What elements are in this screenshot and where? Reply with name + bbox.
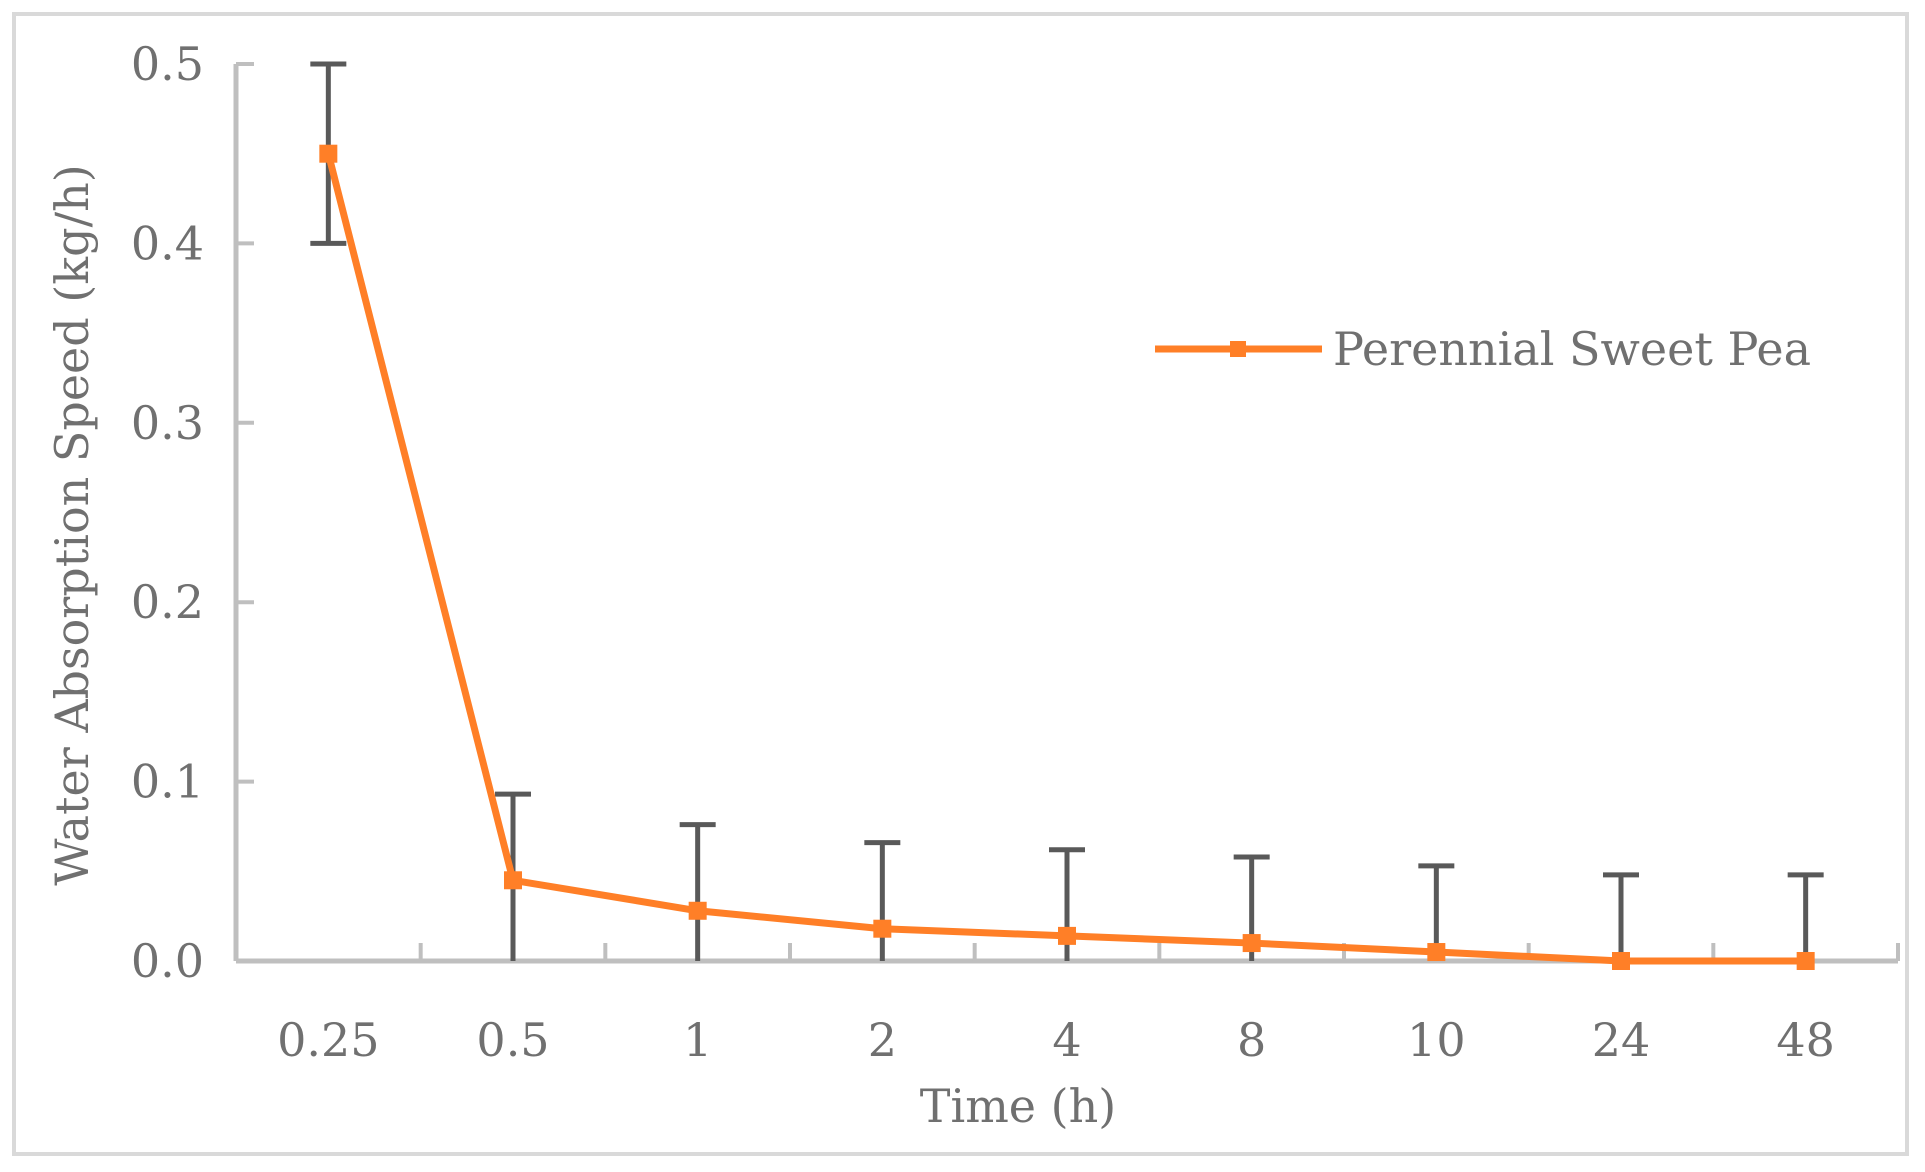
x-tick-label: 48 — [1776, 1013, 1835, 1067]
series-line — [324, 152, 1806, 965]
x-tick-label: 0.25 — [277, 1013, 379, 1067]
y-axis-title: Water Absorption Speed (kg/h) — [45, 164, 99, 885]
x-axis: 0.25 0.5 1 2 4 8 10 24 48 — [236, 943, 1900, 1067]
x-tick-label: 0.5 — [476, 1013, 549, 1067]
data-point — [688, 901, 707, 920]
x-tick-label: 10 — [1407, 1013, 1466, 1067]
error-bars — [310, 61, 1824, 961]
x-tick-label: 24 — [1592, 1013, 1651, 1067]
data-point — [504, 871, 522, 890]
y-tick-label: 0.1 — [131, 755, 204, 809]
series-group — [319, 144, 1815, 970]
legend: Perennial Sweet Pea — [1155, 322, 1811, 376]
y-tick-label: 0.0 — [131, 934, 204, 988]
y-tick-label: 0.5 — [131, 37, 204, 91]
legend-label: Perennial Sweet Pea — [1333, 322, 1811, 376]
data-point — [1242, 934, 1261, 953]
y-tick-label: 0.3 — [131, 396, 204, 450]
x-axis-title: Time (h) — [920, 1079, 1116, 1133]
data-point — [319, 144, 338, 163]
y-tick-label: 0.4 — [131, 216, 204, 270]
data-point — [1427, 943, 1446, 962]
data-point — [873, 919, 892, 938]
x-tick-label: 2 — [868, 1013, 897, 1067]
data-point — [1058, 926, 1076, 945]
y-axis: 0.0 0.1 0.2 0.3 0.4 0.5 — [131, 37, 254, 988]
x-tick-label: 8 — [1237, 1013, 1266, 1067]
legend-square-marker — [1230, 341, 1246, 357]
x-tick-label: 4 — [1052, 1013, 1081, 1067]
y-tick-label: 0.2 — [131, 575, 204, 629]
data-point — [1796, 952, 1815, 970]
x-tick-label: 1 — [683, 1013, 712, 1067]
data-point — [1612, 952, 1630, 970]
